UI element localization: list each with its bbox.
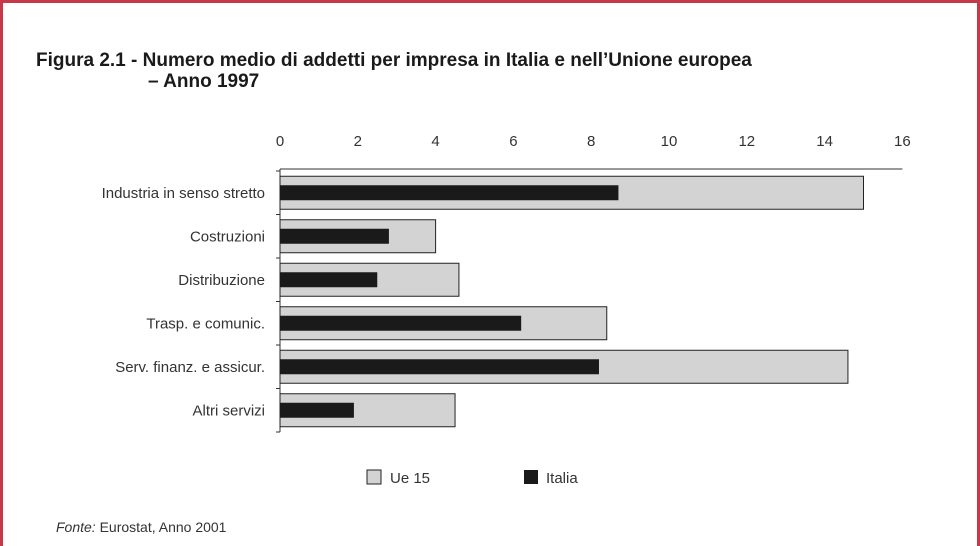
source-note: Fonte: Eurostat, Anno 2001: [56, 519, 226, 535]
source-label: Fonte:: [56, 519, 96, 535]
category-label: Costruzioni: [190, 228, 265, 245]
legend-label-ue15: Ue 15: [390, 470, 430, 487]
x-tick-label: 12: [738, 133, 755, 150]
category-label: Serv. finanz. e assicur.: [115, 359, 265, 376]
chart-title-line2: – Anno 1997: [148, 71, 260, 92]
bar-italia: [280, 272, 378, 288]
chart-title-line1: Figura 2.1 - Numero medio di addetti per…: [36, 50, 752, 71]
legend-swatch-italia: [524, 470, 538, 484]
bar-italia: [280, 185, 619, 201]
x-tick-label: 2: [354, 133, 362, 150]
x-tick-label: 4: [431, 133, 439, 150]
source-text: Eurostat, Anno 2001: [99, 519, 227, 535]
chart-title: Figura 2.1 - Numero medio di addetti per…: [36, 50, 966, 92]
legend-label-italia: Italia: [546, 470, 578, 487]
bar-italia: [280, 402, 354, 418]
x-tick-label: 14: [816, 133, 833, 150]
category-label: Altri servizi: [192, 402, 265, 419]
x-tick-label: 16: [894, 133, 911, 150]
legend-swatch-ue15: [366, 469, 382, 485]
bar-italia: [280, 228, 389, 244]
bar-italia: [280, 315, 522, 331]
category-label: Distribuzione: [178, 272, 265, 289]
category-label: Trasp. e comunic.: [146, 315, 265, 332]
x-tick-label: 8: [587, 133, 595, 150]
x-tick-label: 0: [276, 133, 284, 150]
category-label: Industria in senso stretto: [102, 185, 265, 202]
x-tick-label: 10: [661, 133, 678, 150]
bar-italia: [280, 359, 599, 375]
x-tick-label: 6: [509, 133, 517, 150]
